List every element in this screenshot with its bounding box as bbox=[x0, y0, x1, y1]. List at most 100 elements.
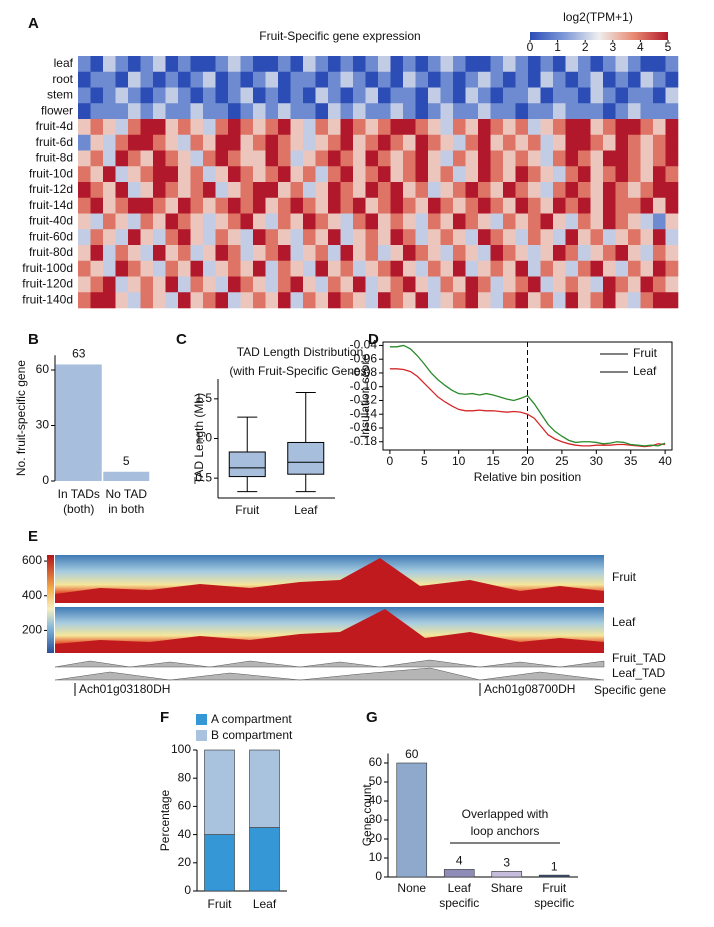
heatmap-cell bbox=[353, 150, 366, 167]
heatmap-cell bbox=[603, 87, 616, 104]
heatmap-cell bbox=[315, 197, 329, 214]
heatmap-cell bbox=[153, 103, 166, 120]
heatmap-cell bbox=[315, 245, 329, 262]
heatmap-cell bbox=[253, 229, 266, 246]
heatmap-cell bbox=[515, 150, 529, 167]
y-axis-label: Insulation score bbox=[358, 354, 372, 438]
heatmap-cell bbox=[490, 56, 504, 73]
heatmap-cell bbox=[365, 292, 379, 309]
heatmap-cell bbox=[228, 87, 241, 104]
heatmap-cell bbox=[340, 87, 354, 104]
heatmap-cell bbox=[303, 56, 316, 73]
heatmap-cell bbox=[378, 103, 391, 120]
heatmap-cell bbox=[503, 182, 516, 199]
heatmap-cell bbox=[140, 213, 154, 230]
heatmap-cell bbox=[365, 134, 379, 151]
heatmap-cell bbox=[653, 182, 666, 199]
y-tick-label: -0.18 bbox=[350, 434, 378, 448]
x-tick-label: Fruit bbox=[235, 503, 260, 517]
x-tick-label: 20 bbox=[521, 454, 535, 468]
x-tick-label: 15 bbox=[486, 454, 500, 468]
heatmap-cell bbox=[153, 213, 166, 230]
heatmap-cell bbox=[628, 56, 641, 73]
heatmap-cell bbox=[240, 166, 254, 183]
y-axis-label: No. fruit-specific gene bbox=[14, 360, 28, 476]
heatmap-cell bbox=[553, 182, 566, 199]
heatmap-cell bbox=[378, 276, 391, 293]
heatmap-cell bbox=[553, 71, 566, 88]
heatmap-cell bbox=[115, 229, 129, 246]
heatmap-cell bbox=[428, 103, 441, 120]
bar bbox=[443, 869, 475, 878]
heatmap-cell bbox=[290, 276, 304, 293]
heatmap-cell bbox=[440, 134, 454, 151]
value-label: 1 bbox=[551, 859, 558, 873]
colorbar-tick-label: 1 bbox=[554, 40, 561, 54]
heatmap-cell bbox=[240, 150, 254, 167]
heatmap-cell bbox=[153, 260, 166, 277]
heatmap-cell bbox=[428, 71, 441, 88]
heatmap-cell bbox=[603, 103, 616, 120]
heatmap-cell bbox=[615, 71, 629, 88]
heatmap-cell bbox=[128, 276, 141, 293]
heatmap-cell bbox=[178, 87, 191, 104]
heatmap-cell bbox=[490, 213, 504, 230]
heatmap-cell bbox=[315, 87, 329, 104]
heatmap-cell bbox=[203, 56, 216, 73]
heatmap-cell bbox=[90, 276, 104, 293]
heatmap-cell bbox=[265, 260, 279, 277]
heatmap-cell bbox=[290, 56, 304, 73]
heatmap-cell bbox=[103, 134, 116, 151]
heatmap-cell bbox=[578, 150, 591, 167]
heatmap-cell bbox=[190, 71, 204, 88]
heatmap-cell bbox=[165, 87, 179, 104]
heatmap-cell bbox=[153, 245, 166, 262]
heatmap-cell bbox=[453, 213, 466, 230]
heatmap-cell bbox=[203, 245, 216, 262]
heatmap-cell bbox=[428, 197, 441, 214]
heatmap-cell bbox=[165, 134, 179, 151]
heatmap-cell bbox=[228, 229, 241, 246]
colorbar-tick-label: 200 bbox=[22, 623, 42, 637]
heatmap-cell bbox=[490, 292, 504, 309]
heatmap-cell bbox=[653, 229, 666, 246]
heatmap-cell bbox=[615, 103, 629, 120]
heatmap-cell bbox=[465, 87, 479, 104]
heatmap-cell bbox=[503, 197, 516, 214]
heatmap-cell bbox=[578, 182, 591, 199]
heatmap-cell bbox=[603, 166, 616, 183]
heatmap-cell bbox=[565, 103, 579, 120]
heatmap-cell bbox=[390, 103, 404, 120]
heatmap-cell bbox=[328, 260, 341, 277]
heatmap-cell bbox=[465, 56, 479, 73]
heatmap-cell bbox=[290, 213, 304, 230]
heatmap-cell bbox=[515, 119, 529, 136]
heatmap-cell bbox=[415, 229, 429, 246]
heatmap-cell bbox=[365, 197, 379, 214]
heatmap-cell bbox=[290, 292, 304, 309]
heatmap-cell bbox=[503, 134, 516, 151]
heatmap-cell bbox=[565, 245, 579, 262]
heatmap-cell bbox=[165, 119, 179, 136]
heatmap-cell bbox=[103, 103, 116, 120]
heatmap-cell bbox=[490, 229, 504, 246]
heatmap-cell bbox=[365, 182, 379, 199]
heatmap-cell bbox=[240, 213, 254, 230]
heatmap-cell bbox=[553, 229, 566, 246]
heatmap-cell bbox=[90, 87, 104, 104]
heatmap-cell bbox=[465, 260, 479, 277]
heatmap-cell bbox=[665, 87, 679, 104]
heatmap-cell bbox=[378, 150, 391, 167]
heatmap-cell bbox=[90, 260, 104, 277]
x-tick-label: Leaf bbox=[294, 503, 318, 517]
heatmap-cell bbox=[103, 56, 116, 73]
heatmap-cell bbox=[353, 71, 366, 88]
heatmap-cell bbox=[578, 119, 591, 136]
heatmap-cell bbox=[328, 71, 341, 88]
heatmap-cell bbox=[428, 229, 441, 246]
heatmap-cell bbox=[315, 119, 329, 136]
heatmap-cell bbox=[615, 229, 629, 246]
heatmap-cell bbox=[153, 197, 166, 214]
x-tick-label: 35 bbox=[624, 454, 638, 468]
heatmap-cell bbox=[78, 229, 91, 246]
